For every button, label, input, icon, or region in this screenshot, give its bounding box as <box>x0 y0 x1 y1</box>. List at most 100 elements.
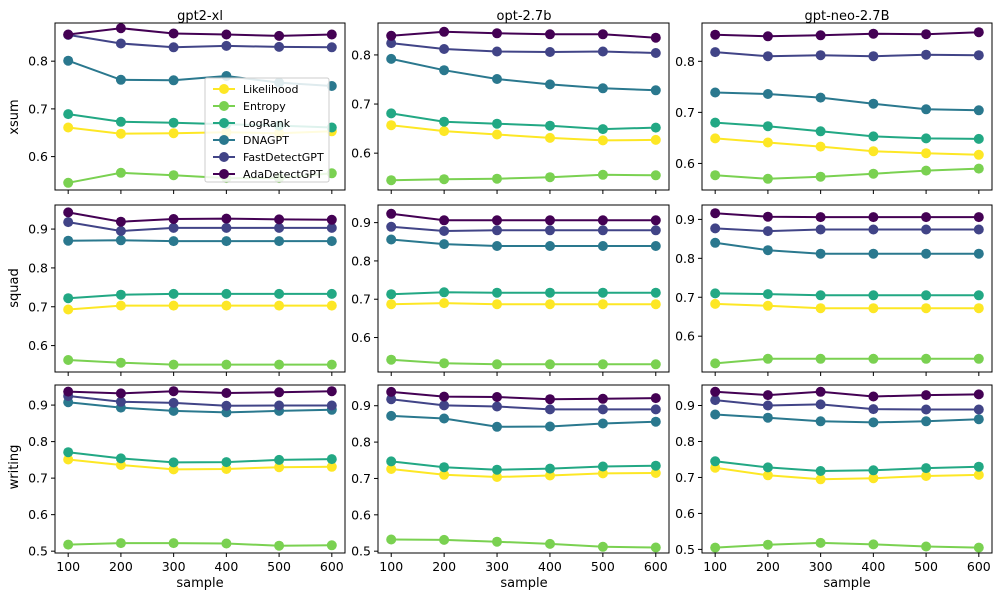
data-point-adadetectgpt <box>597 215 608 226</box>
data-point-likelihood <box>386 299 397 310</box>
series-line-fastdetectgpt <box>391 225 656 233</box>
data-point-fastdetectgpt <box>868 224 879 235</box>
data-point-entropy <box>868 353 879 364</box>
data-point-logrank <box>762 289 773 300</box>
axes-frame <box>701 384 993 554</box>
data-point-entropy <box>386 175 397 186</box>
data-point-logrank <box>815 126 826 137</box>
data-point-adadetectgpt <box>221 388 232 398</box>
data-point-likelihood <box>650 134 661 145</box>
data-point-dnagpt <box>115 74 126 85</box>
x-tick-label: 100 <box>56 559 80 574</box>
data-point-fastdetectgpt <box>921 404 932 415</box>
data-point-dnagpt <box>815 416 826 427</box>
data-point-logrank <box>492 287 502 298</box>
axes-frame <box>54 384 346 554</box>
data-point-adadetectgpt <box>597 393 608 404</box>
series-line-fastdetectgpt <box>715 227 979 233</box>
data-point-likelihood <box>63 304 74 315</box>
data-point-entropy <box>115 357 126 368</box>
data-point-adadetectgpt <box>597 29 608 40</box>
axes-frame <box>54 204 346 373</box>
data-point-entropy <box>973 353 984 364</box>
series-line-likelihood <box>715 137 979 156</box>
data-point-dnagpt <box>868 248 879 259</box>
data-point-logrank <box>439 116 450 127</box>
data-point-dnagpt <box>973 105 984 116</box>
x-axis-label: sample <box>823 576 870 591</box>
data-point-fastdetectgpt <box>710 395 721 406</box>
legend-entry: DNAGPT <box>243 134 289 147</box>
data-point-adadetectgpt <box>221 29 232 40</box>
x-tick-label: 600 <box>967 559 991 574</box>
series-line-fastdetectgpt <box>68 221 332 233</box>
data-point-dnagpt <box>63 235 74 246</box>
series-line-dnagpt <box>68 239 332 243</box>
data-point-entropy <box>63 539 74 550</box>
data-point-dnagpt <box>168 236 179 247</box>
series-line-logrank <box>715 460 979 473</box>
data-point-logrank <box>710 117 721 128</box>
legend-entry: Likelihood <box>243 83 298 96</box>
data-point-likelihood <box>762 300 773 311</box>
data-point-adadetectgpt <box>650 393 661 404</box>
data-point-dnagpt <box>274 236 285 247</box>
data-point-logrank <box>868 290 879 301</box>
y-tick-label: 0.6 <box>675 506 695 521</box>
y-tick-label: 0.5 <box>28 544 48 559</box>
data-point-fastdetectgpt <box>274 222 285 233</box>
data-point-dnagpt <box>545 421 555 432</box>
data-point-entropy <box>921 353 932 364</box>
data-point-adadetectgpt <box>650 215 661 226</box>
data-point-adadetectgpt <box>815 30 826 41</box>
x-tick-label: 200 <box>109 559 133 574</box>
series-line-logrank <box>391 112 656 131</box>
y-tick-label: 0.6 <box>351 507 371 522</box>
series-line-adadetectgpt <box>715 390 979 398</box>
x-tick-label: 600 <box>320 559 344 574</box>
data-point-dnagpt <box>868 417 879 428</box>
data-point-fastdetectgpt <box>221 400 232 411</box>
data-point-entropy <box>168 538 179 549</box>
data-point-dnagpt <box>710 237 721 248</box>
x-axis-label: sample <box>176 576 223 591</box>
data-point-fastdetectgpt <box>326 400 337 411</box>
subplot-xsum-opt-2.7b: 0.6 0.7 0.8 <box>351 22 670 194</box>
data-point-dnagpt <box>650 416 661 427</box>
data-point-entropy <box>492 536 502 547</box>
x-tick-label: 100 <box>703 559 727 574</box>
data-point-adadetectgpt <box>921 212 932 223</box>
series-line-likelihood <box>391 302 656 306</box>
data-point-likelihood <box>492 299 502 310</box>
data-point-fastdetectgpt <box>221 222 232 233</box>
data-point-entropy <box>545 359 555 370</box>
data-point-fastdetectgpt <box>326 222 337 233</box>
data-point-likelihood <box>868 146 879 157</box>
data-point-likelihood <box>168 300 179 311</box>
data-point-likelihood <box>710 298 721 309</box>
subplot-squad-gpt-neo-2.7B: 0.6 0.7 0.8 0.9 <box>675 204 993 376</box>
data-point-entropy <box>386 354 397 365</box>
data-point-likelihood <box>221 300 232 311</box>
data-point-entropy <box>545 538 555 549</box>
data-point-entropy <box>762 539 773 550</box>
series-line-fastdetectgpt <box>68 395 332 407</box>
data-point-likelihood <box>868 303 879 314</box>
y-tick-label: 0.7 <box>351 471 371 486</box>
legend: Likelihood Entropy LogRank DNAGPT FastDetect… <box>204 77 330 183</box>
data-point-dnagpt <box>921 416 932 427</box>
series-line-logrank <box>391 460 656 471</box>
data-point-adadetectgpt <box>921 29 932 40</box>
series-line-entropy <box>68 542 332 547</box>
y-tick-label: 0.8 <box>28 434 48 449</box>
legend-box <box>204 77 330 183</box>
data-point-likelihood <box>921 471 932 481</box>
data-point-logrank <box>868 465 879 476</box>
data-point-dnagpt <box>326 236 337 247</box>
data-point-dnagpt <box>710 409 721 420</box>
data-point-entropy <box>710 358 721 369</box>
x-tick-label: 500 <box>591 559 615 574</box>
data-point-fastdetectgpt <box>274 400 285 411</box>
data-point-fastdetectgpt <box>63 217 74 228</box>
subplot-squad-gpt2-xl: 0.6 0.7 0.8 0.9 <box>28 204 346 376</box>
